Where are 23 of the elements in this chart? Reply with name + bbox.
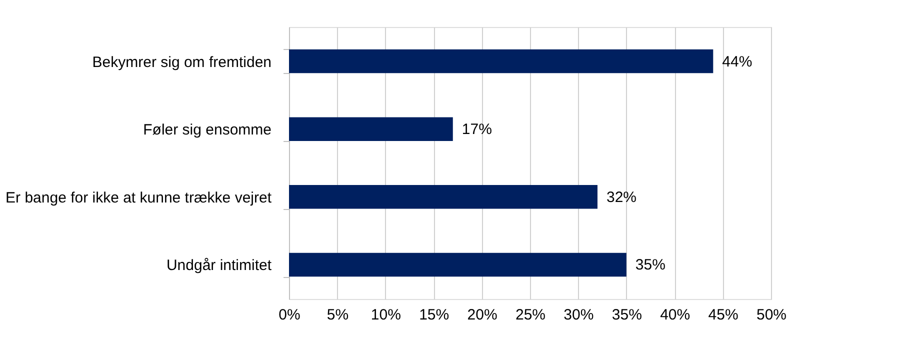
x-tick-label: 40%: [660, 306, 690, 324]
bar: [289, 117, 453, 141]
data-label: 35%: [635, 256, 666, 274]
x-tick-label: 5%: [326, 306, 349, 324]
bar: [289, 185, 598, 209]
bar: [289, 49, 714, 74]
x-tick-label: 25%: [515, 306, 546, 324]
x-tick-label: 15%: [419, 306, 450, 324]
data-label: 17%: [462, 121, 492, 138]
x-tick-label: 45%: [708, 306, 738, 324]
x-tick-label: 0%: [278, 306, 300, 324]
y-tick-label: Føler sig ensomme: [143, 122, 272, 139]
y-tick-label: Bekymrer sig om fremtiden: [92, 54, 272, 71]
y-tick-label: Undgår intimitet: [166, 257, 272, 274]
x-tick-label: 10%: [370, 306, 401, 324]
x-tick-label: 20%: [467, 306, 498, 324]
x-tick-label: 30%: [564, 306, 594, 324]
data-label: 44%: [722, 53, 752, 70]
x-tick-label: 35%: [612, 306, 642, 324]
data-label: 32%: [606, 188, 637, 206]
bar: [289, 252, 626, 277]
y-tick-label: Er bange for ikke at kunne trække vejret: [6, 189, 272, 206]
x-tick-label: 50%: [756, 306, 787, 324]
